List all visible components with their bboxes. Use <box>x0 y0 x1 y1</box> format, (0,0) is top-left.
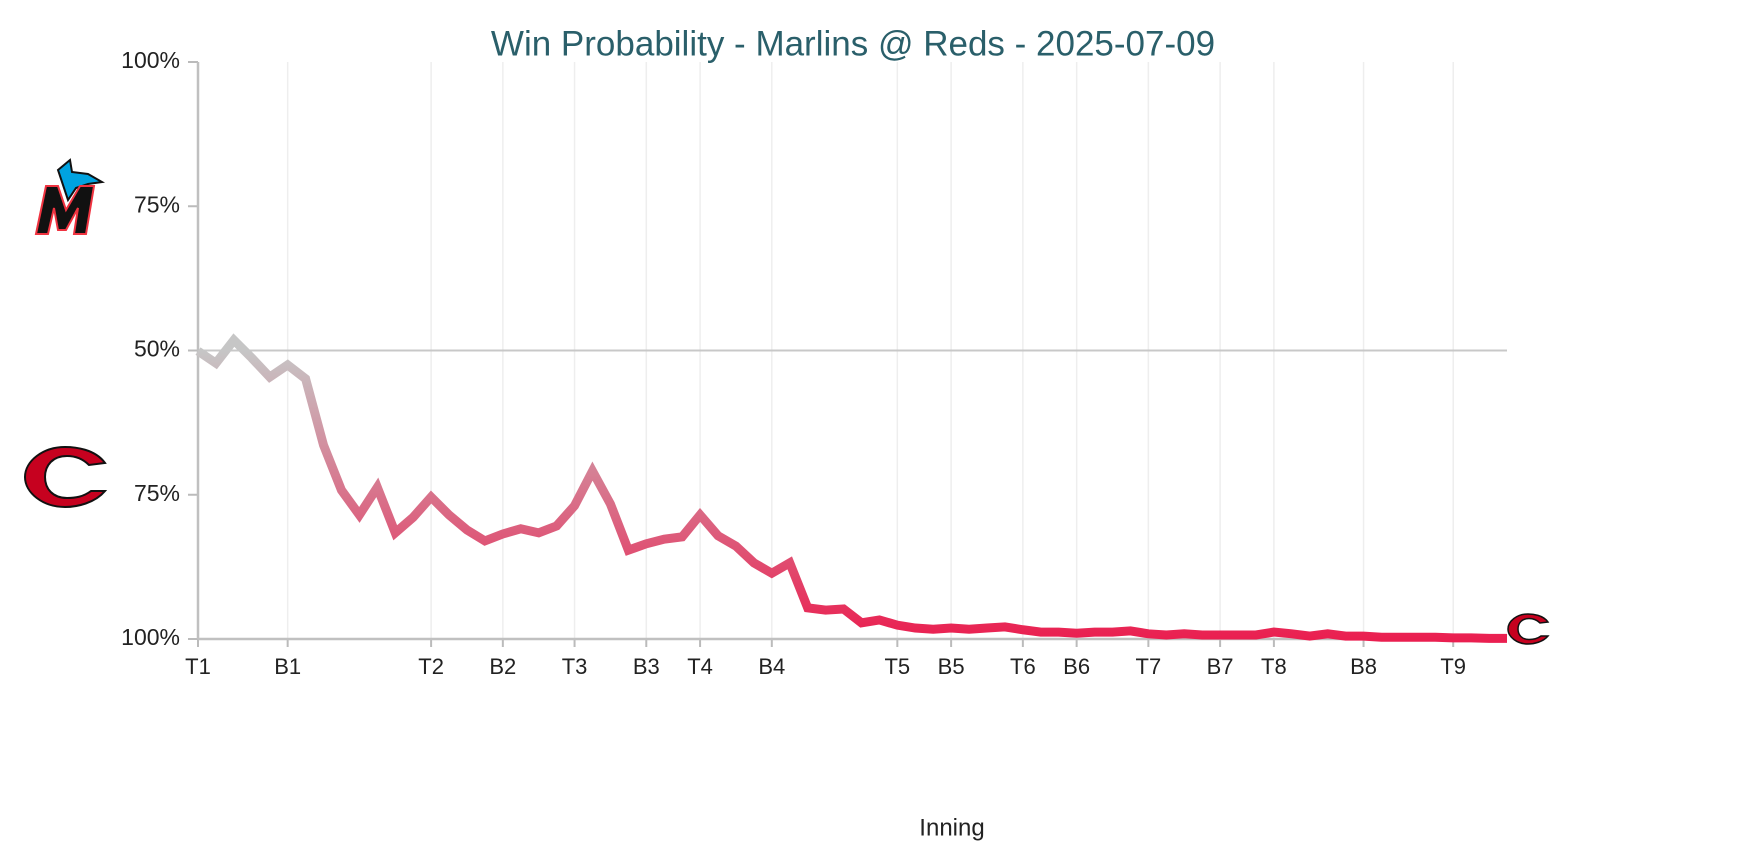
reds-logo-end <box>1507 613 1550 645</box>
win-probability-line <box>195 333 1507 643</box>
x-tick-label: T6 <box>1010 654 1036 679</box>
x-tick-label: B4 <box>758 654 785 679</box>
x-tick-label: B5 <box>938 654 965 679</box>
x-tick-label: B1 <box>274 654 301 679</box>
x-axis-label: Inning <box>919 814 984 841</box>
marlins-logo <box>34 158 106 235</box>
chart-title: Win Probability - Marlins @ Reds - 2025-… <box>491 24 1215 63</box>
x-tick-label: T4 <box>687 654 713 679</box>
x-tick-label: B8 <box>1350 654 1377 679</box>
y-tick-label: 75% <box>134 191 180 217</box>
x-tick-label: B3 <box>633 654 660 679</box>
x-tick-label: B7 <box>1207 654 1234 679</box>
reds-logo <box>23 445 108 509</box>
x-tick-label: T3 <box>562 654 588 679</box>
x-tick-label: B6 <box>1063 654 1090 679</box>
grid <box>197 62 1507 639</box>
y-tick-label: 100% <box>121 47 180 73</box>
y-tick-label: 100% <box>121 624 180 650</box>
x-tick-label: T5 <box>884 654 910 679</box>
x-tick-label: B2 <box>489 654 516 679</box>
y-tick-label: 75% <box>134 480 180 506</box>
x-tick-label: T1 <box>185 654 211 679</box>
y-tick-label: 50% <box>134 336 180 362</box>
x-tick-label: T8 <box>1261 654 1287 679</box>
x-tick-label: T9 <box>1440 654 1466 679</box>
x-tick-label: T2 <box>418 654 444 679</box>
x-tick-label: T7 <box>1136 654 1162 679</box>
